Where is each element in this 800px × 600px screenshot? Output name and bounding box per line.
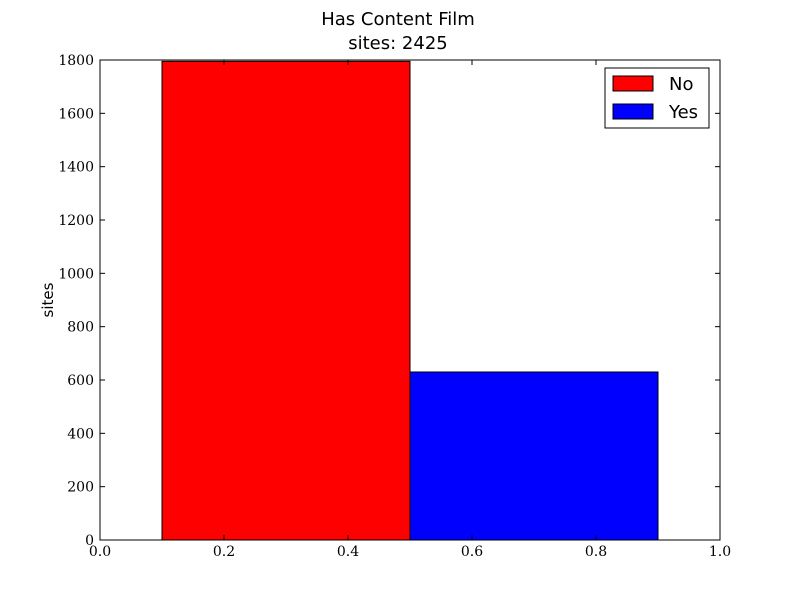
y-tick-label: 1200 xyxy=(58,213,94,229)
bar-yes xyxy=(409,371,659,541)
chart-subtitle: sites: 2425 xyxy=(348,33,447,54)
y-tick-label: 400 xyxy=(67,426,94,442)
x-tick-label: 0.8 xyxy=(585,544,607,560)
plot-frame xyxy=(99,59,721,541)
ticks-group: 0.0 0.2 0.4 0.6 0.8 1.0 0 200 400 600 800 1000 1200 1… xyxy=(58,53,731,560)
legend-swatch-no xyxy=(612,75,654,92)
x-tick-label: 0.2 xyxy=(213,544,235,560)
chart-title: Has Content Film xyxy=(321,9,475,30)
y-tick-label: 1400 xyxy=(58,160,94,176)
legend-label-no: No xyxy=(669,74,693,95)
y-tick-label: 0 xyxy=(85,533,94,549)
x-tick-label: 0.6 xyxy=(461,544,483,560)
y-tick-label: 1000 xyxy=(58,266,94,282)
bars-group xyxy=(161,60,659,541)
x-tick-label: 0.0 xyxy=(89,544,111,560)
legend-label-yes: Yes xyxy=(668,102,698,123)
y-axis-label: sites xyxy=(39,282,57,317)
bar-no xyxy=(161,60,411,541)
y-tick-label: 200 xyxy=(67,480,94,496)
y-tick-label: 800 xyxy=(67,320,94,336)
legend: No Yes xyxy=(604,67,710,129)
x-tick-label: 0.4 xyxy=(337,544,359,560)
legend-swatch-yes xyxy=(612,103,654,120)
y-tick-label: 600 xyxy=(67,373,94,389)
x-tick-label: 1.0 xyxy=(709,544,731,560)
y-tick-label: 1600 xyxy=(58,106,94,122)
y-tick-label: 1800 xyxy=(58,53,94,69)
